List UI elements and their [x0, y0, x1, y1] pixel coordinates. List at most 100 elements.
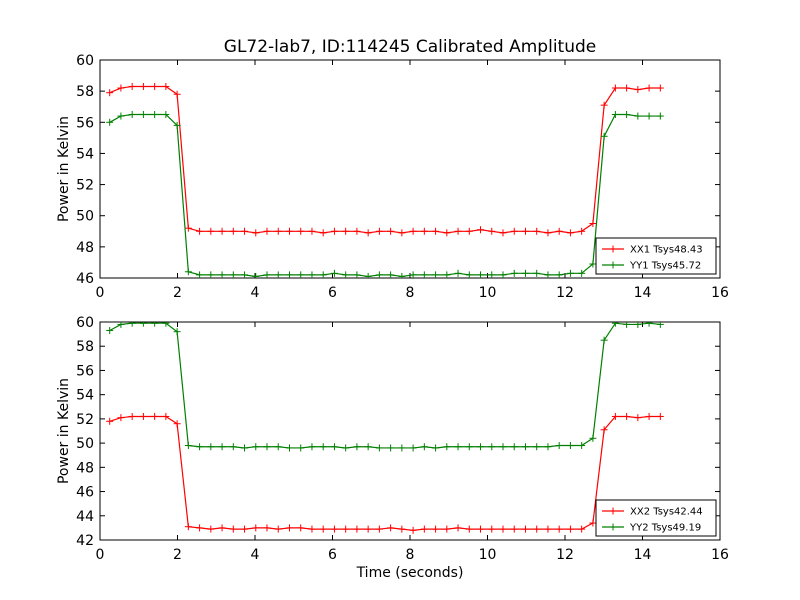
y-tick-label: 42	[76, 533, 94, 549]
data-point	[319, 271, 327, 278]
data-point	[285, 444, 293, 452]
x-tick-label: 8	[406, 547, 415, 563]
data-point	[173, 90, 181, 98]
data-point	[499, 229, 507, 237]
data-point	[432, 444, 440, 452]
data-point	[409, 271, 417, 278]
data-point	[420, 271, 428, 278]
x-tick-label: 10	[479, 547, 497, 563]
y-tick-label: 46	[76, 271, 94, 287]
data-point	[555, 525, 563, 533]
y-axis-title: Power in Kelvin	[56, 378, 72, 484]
data-point	[207, 271, 215, 278]
data-point	[465, 525, 473, 533]
data-point	[645, 412, 653, 420]
data-point	[229, 227, 237, 235]
data-point	[656, 322, 664, 328]
data-point	[387, 227, 395, 235]
data-point	[634, 414, 642, 422]
data-point	[477, 525, 485, 533]
plot-area	[106, 322, 664, 534]
data-point	[353, 271, 361, 278]
data-point	[544, 271, 552, 278]
data-point	[353, 525, 361, 533]
data-point	[387, 524, 395, 532]
data-point	[263, 524, 271, 532]
x-tick-label: 14	[634, 547, 652, 563]
data-point	[544, 525, 552, 533]
data-point	[162, 322, 170, 327]
data-point	[184, 523, 192, 531]
data-point	[353, 443, 361, 451]
data-point	[398, 272, 406, 278]
data-point	[521, 269, 529, 277]
legend: XX2 Tsys42.44 YY2 Tsys49.19	[595, 499, 717, 537]
data-point	[566, 269, 574, 277]
data-point	[117, 84, 125, 92]
data-point	[330, 443, 338, 451]
data-point	[218, 524, 226, 532]
data-point	[364, 443, 372, 451]
data-point	[398, 444, 406, 452]
data-point	[297, 444, 305, 452]
data-point	[173, 328, 181, 336]
data-point	[285, 524, 293, 532]
data-point	[151, 322, 159, 327]
legend-label: YY1 Tsys45.72	[629, 261, 701, 272]
data-point	[544, 443, 552, 451]
data-point	[308, 227, 316, 235]
data-point	[488, 443, 496, 451]
data-point	[645, 112, 653, 120]
data-point	[364, 229, 372, 237]
y-tick-label: 50	[76, 436, 94, 452]
data-point	[465, 443, 473, 451]
data-point	[308, 271, 316, 278]
data-point	[533, 227, 541, 235]
data-point	[128, 111, 136, 118]
data-point	[342, 271, 350, 278]
data-point	[319, 443, 327, 451]
data-point	[600, 101, 608, 109]
x-axis-title: Time (seconds)	[356, 565, 464, 581]
y-tick-label: 52	[76, 412, 94, 428]
data-point	[252, 443, 260, 451]
y-tick-label: 58	[76, 339, 94, 355]
data-point	[285, 227, 293, 235]
data-point	[196, 524, 204, 532]
data-point	[544, 229, 552, 237]
legend-entry: YY1 Tsys45.72	[602, 261, 701, 272]
data-point	[432, 271, 440, 278]
y-tick-label: 54	[76, 146, 94, 162]
data-point	[566, 525, 574, 533]
legend-entry: XX2 Tsys42.44	[602, 507, 703, 518]
data-point	[252, 524, 260, 532]
data-point	[578, 269, 586, 277]
data-point	[589, 260, 597, 268]
data-point	[454, 227, 462, 235]
data-point	[117, 322, 125, 328]
data-point	[274, 443, 282, 451]
y-tick-label: 60	[76, 315, 94, 331]
data-point	[656, 84, 664, 92]
data-point	[623, 322, 631, 328]
data-point	[218, 227, 226, 235]
data-point	[117, 112, 125, 120]
x-tick-label: 16	[711, 285, 729, 301]
data-point	[117, 414, 125, 422]
data-point	[443, 525, 451, 533]
data-point	[218, 271, 226, 278]
data-point	[285, 271, 293, 278]
data-point	[533, 269, 541, 277]
data-point	[611, 84, 619, 92]
data-point	[297, 271, 305, 278]
data-point	[443, 271, 451, 278]
legend-label: XX1 Tsys48.43	[630, 245, 703, 256]
data-point	[409, 444, 417, 452]
data-point	[443, 229, 451, 237]
data-point	[319, 525, 327, 533]
data-point	[241, 444, 249, 452]
data-point	[162, 111, 170, 118]
data-point	[600, 132, 608, 140]
